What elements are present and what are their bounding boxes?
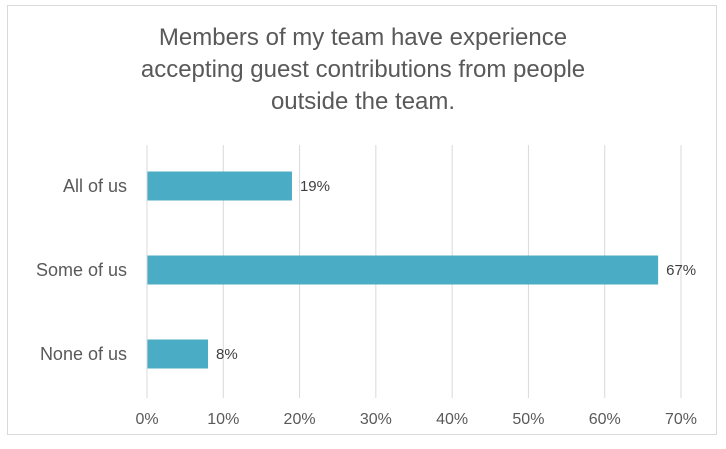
category-label: All of us [63,176,127,196]
bar-some-of-us [147,255,659,285]
data-label: 19% [300,178,330,195]
x-tick-label: 60% [589,411,621,428]
chart-frame [7,5,717,435]
category-label: None of us [40,344,127,364]
chart-title: Members of my team have experience accep… [0,22,726,118]
x-tick-label: 30% [360,411,392,428]
x-tick-label: 0% [135,411,158,428]
x-tick-label: 40% [436,411,468,428]
chart-title-line-2: accepting guest contributions from peopl… [140,56,586,83]
x-tick-label: 20% [284,411,316,428]
bar-all-of-us [147,171,292,201]
data-label: 8% [216,346,238,363]
x-tick-label: 10% [207,411,239,428]
x-tick-label: 70% [665,411,697,428]
bar-none-of-us [147,339,209,369]
chart-title-line-1: Members of my team have experience [158,24,568,51]
category-label: Some of us [36,260,127,280]
data-label: 67% [666,262,696,279]
chart-title-line-3: outside the team. [270,88,456,115]
x-tick-label: 50% [512,411,544,428]
